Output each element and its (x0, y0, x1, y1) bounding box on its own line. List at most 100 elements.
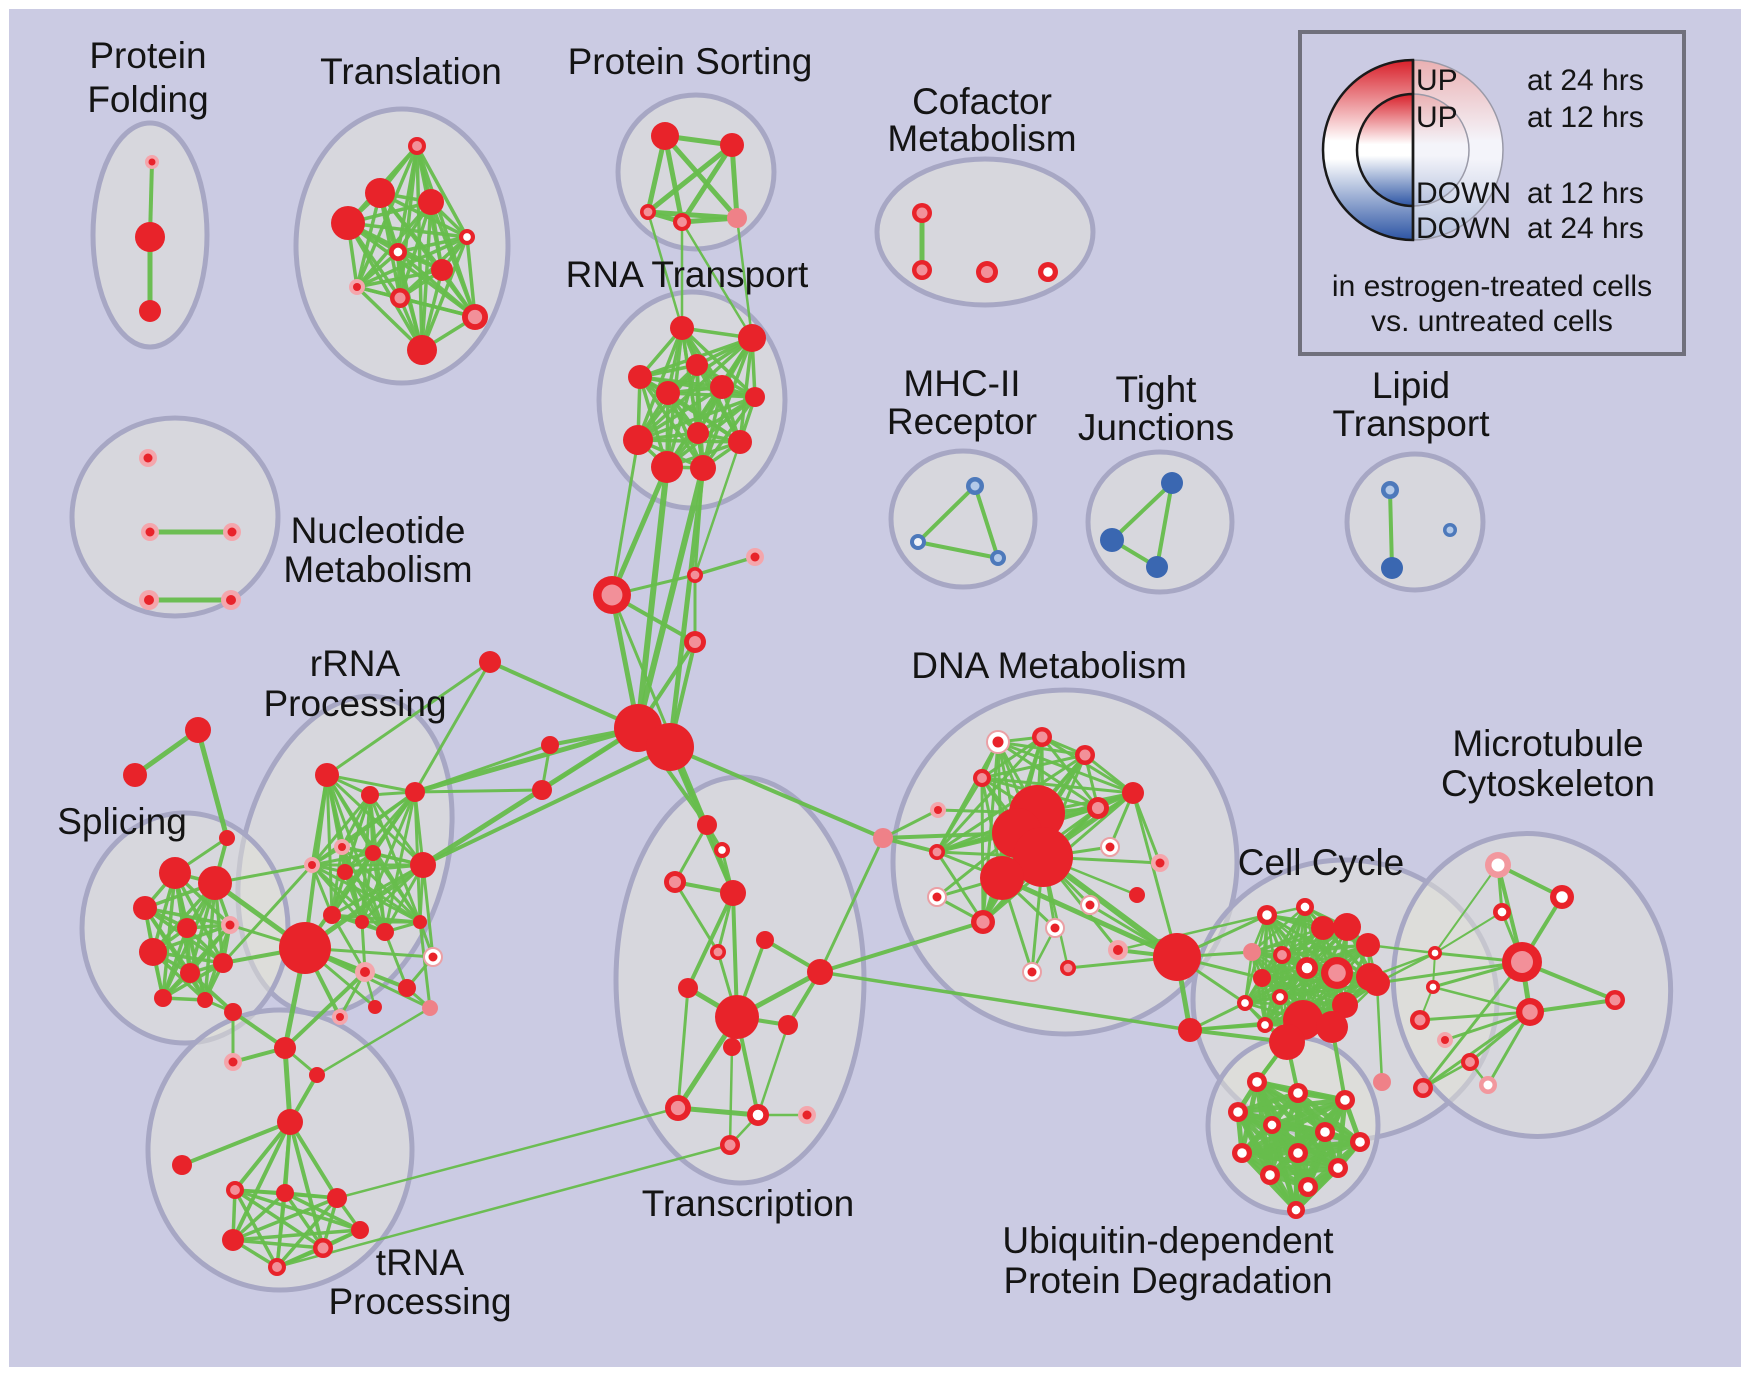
network-node-center (1328, 964, 1346, 982)
cluster-label-nucleotide-metabolism: Nucleotide (291, 510, 466, 551)
network-node-center (225, 920, 235, 930)
network-node-center (750, 552, 760, 562)
network-edge (935, 776, 984, 854)
network-node-center (148, 158, 156, 166)
cluster-label-transcription: Transcription (642, 1183, 854, 1224)
network-edge (916, 484, 977, 544)
network-edge (203, 881, 217, 1002)
network-node-center (1267, 1120, 1277, 1130)
network-node (778, 1015, 798, 1035)
network-edge (667, 465, 706, 750)
network-node (1269, 1024, 1305, 1060)
network-node-center (1609, 994, 1621, 1006)
legend-caption-line2: vs. untreated cells (1371, 305, 1613, 338)
network-node (323, 906, 341, 924)
network-edge (283, 970, 367, 1050)
network-edge (288, 1120, 325, 1250)
network-node (418, 189, 444, 215)
legend-row-time-down24: at 24 hrs (1527, 212, 1644, 245)
network-edge (980, 735, 1044, 780)
network-node-center (1043, 267, 1053, 277)
network-node-center (1293, 1088, 1303, 1098)
network-edge (325, 773, 417, 794)
network-edge (233, 1188, 325, 1250)
network-edge (1243, 966, 1309, 1005)
network-edge (729, 142, 740, 221)
network-node-center (1293, 1148, 1303, 1158)
network-edge (143, 906, 232, 927)
network-node (745, 387, 765, 407)
network-node (720, 880, 746, 906)
network-node-center (670, 1100, 686, 1116)
cluster-label-microtubule-cytoskeleton: Microtubule (1452, 723, 1643, 764)
network-edge (973, 484, 1000, 560)
network-node-center (1355, 1137, 1365, 1147)
network-node (197, 992, 213, 1008)
network-edge (429, 200, 477, 319)
network-node-center (1465, 1057, 1475, 1067)
network-node-center (317, 1242, 329, 1254)
network-node-center (394, 292, 406, 304)
network-edge (686, 891, 735, 990)
network-edge (610, 438, 640, 597)
network-node-center (1301, 962, 1313, 974)
network-node-center (272, 1262, 282, 1272)
network-node-center (980, 265, 994, 279)
network-edge (638, 375, 757, 399)
network-edge (1250, 905, 1307, 954)
cluster-label-nucleotide-metabolism: Metabolism (283, 549, 472, 590)
network-node (315, 763, 339, 787)
network-node-center (1511, 951, 1533, 973)
network-node (628, 365, 652, 389)
network-edge (396, 250, 477, 319)
network-node (1333, 913, 1361, 941)
network-edge (1110, 481, 1174, 542)
cluster-bubble-nucleotide-metabolism (69, 415, 281, 619)
network-edge (283, 1191, 362, 1232)
network-node (177, 918, 197, 938)
network-edge (346, 221, 424, 352)
network-edge (1421, 1010, 1532, 1090)
network-edge (996, 740, 1100, 810)
network-node-center (690, 570, 700, 580)
cluster-label-rrna-processing: rRNA (310, 643, 401, 684)
network-edge (360, 851, 375, 924)
network-edge (728, 1045, 734, 1147)
network-edge (310, 793, 372, 867)
network-edge (415, 144, 469, 239)
legend-frame (1298, 30, 1686, 356)
network-node (368, 1000, 382, 1014)
network-edge (1434, 864, 1499, 954)
network-edge (420, 725, 641, 868)
network-node (123, 763, 147, 787)
network-node-center (1050, 923, 1060, 933)
network-node-center (1300, 902, 1310, 912)
network-edge (325, 773, 387, 934)
network-node-center (353, 283, 361, 291)
network-edge (421, 745, 672, 867)
network-edge (980, 753, 1087, 780)
network-node (172, 1155, 192, 1175)
network-node-center (601, 584, 623, 606)
network-node-center (1497, 907, 1507, 917)
network-node-center (228, 1057, 238, 1067)
network-node-center (994, 554, 1002, 562)
network-edge (233, 1120, 292, 1192)
network-node (1100, 528, 1124, 552)
network-node-center (1333, 1163, 1343, 1173)
network-node-center (1262, 910, 1272, 920)
network-node-center (1091, 801, 1105, 815)
network-edge (980, 776, 1135, 795)
cluster-label-ubiquitin-degradation: Ubiquitin-dependent (1002, 1220, 1334, 1261)
network-edge (1155, 481, 1174, 569)
network-node-center (1320, 1127, 1330, 1137)
cluster-label-protein-folding: Folding (87, 79, 208, 120)
network-node-center (1417, 1082, 1429, 1094)
network-edge (195, 727, 230, 841)
network-edge (646, 210, 684, 330)
network-edge (1434, 911, 1503, 954)
cluster-label-trna-processing: Processing (328, 1281, 511, 1322)
network-edge (662, 133, 685, 225)
